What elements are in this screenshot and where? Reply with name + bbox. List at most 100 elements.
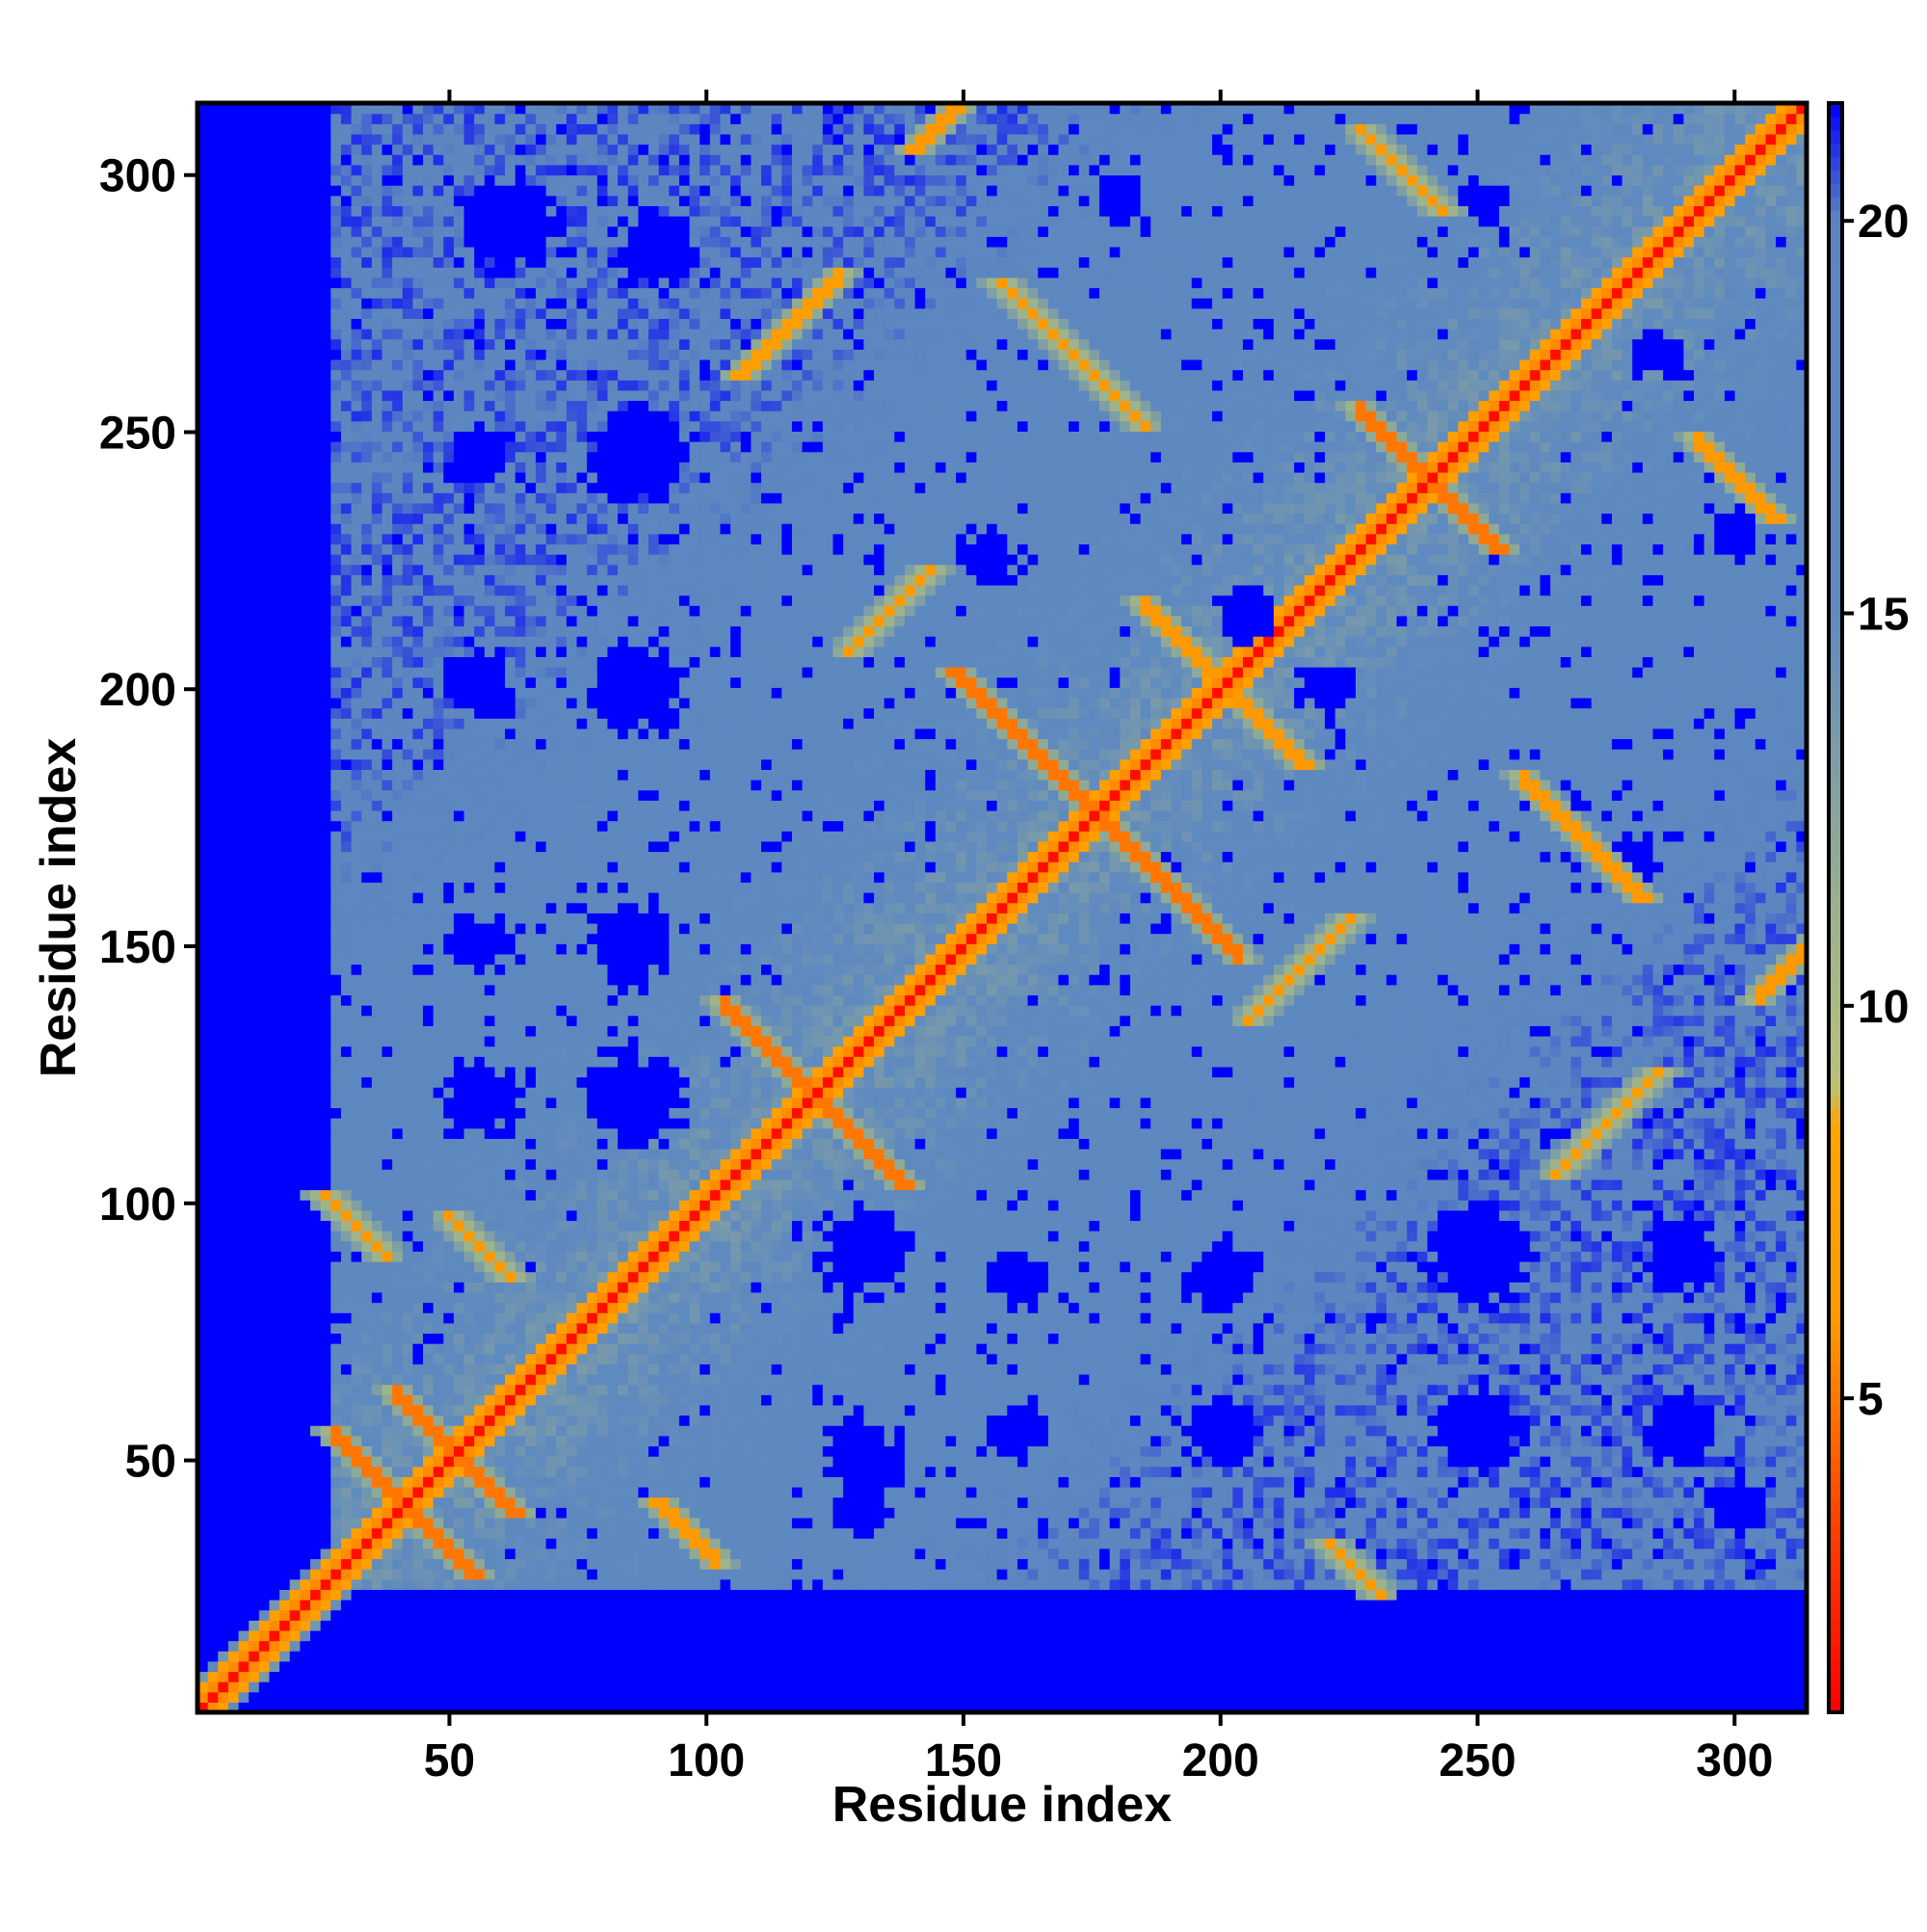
heatmap-cell — [412, 1527, 424, 1539]
heatmap-cell — [545, 1456, 557, 1468]
heatmap-cell — [1078, 1425, 1091, 1437]
heatmap-cell — [392, 1609, 404, 1621]
heatmap-cell — [433, 1507, 444, 1519]
heatmap-cell — [1314, 1671, 1326, 1682]
heatmap-cell — [1529, 1548, 1542, 1560]
heatmap-cell — [976, 1456, 988, 1468]
heatmap-cell — [965, 1466, 978, 1477]
heatmap-cell — [1438, 1589, 1449, 1601]
heatmap-cell — [371, 1384, 383, 1395]
heatmap-cell — [1120, 1671, 1131, 1682]
heatmap-cell — [1253, 1558, 1264, 1570]
heatmap-cell — [1611, 1640, 1623, 1652]
heatmap-cell — [382, 1691, 393, 1703]
heatmap-cell — [1396, 1640, 1408, 1652]
heatmap-cell — [1642, 1538, 1654, 1549]
heatmap-cell — [751, 1394, 762, 1406]
heatmap-cell — [1560, 1394, 1571, 1406]
heatmap-cell — [1283, 1599, 1295, 1611]
heatmap-cell — [238, 1599, 250, 1611]
heatmap-cell — [956, 1558, 967, 1570]
heatmap-cell — [1069, 1435, 1080, 1447]
heatmap-cell — [1334, 1476, 1346, 1488]
heatmap-cell — [956, 1671, 967, 1682]
heatmap-cell — [976, 1527, 988, 1539]
heatmap-cell — [669, 1548, 680, 1560]
heatmap-cell — [1273, 1425, 1285, 1437]
heatmap-cell — [1622, 1681, 1633, 1693]
heatmap-cell — [566, 1640, 578, 1652]
heatmap-cell — [227, 1651, 240, 1662]
heatmap-cell — [1171, 1620, 1182, 1631]
heatmap-cell — [1591, 1435, 1602, 1447]
heatmap-cell — [1016, 1599, 1029, 1611]
heatmap-cell — [463, 1507, 475, 1519]
heatmap-cell — [515, 1394, 526, 1406]
heatmap-cell — [1447, 1435, 1459, 1447]
heatmap-cell — [1632, 1702, 1644, 1713]
heatmap-cell — [556, 1629, 568, 1642]
heatmap-cell — [669, 1660, 680, 1673]
heatmap-cell — [669, 1599, 680, 1611]
heatmap-cell — [996, 1629, 1008, 1642]
heatmap-cell — [700, 1538, 711, 1549]
heatmap-cell — [556, 1538, 568, 1549]
heatmap-cell — [1314, 1599, 1326, 1611]
heatmap-cell — [1007, 1394, 1018, 1406]
heatmap-cell — [1058, 1435, 1069, 1447]
heatmap-cell — [1498, 1569, 1511, 1580]
heatmap-cell — [832, 1558, 844, 1570]
heatmap-cell — [1150, 1609, 1162, 1621]
heatmap-cell — [1601, 1425, 1613, 1437]
heatmap-cell — [310, 1404, 322, 1416]
heatmap-cell — [1365, 1486, 1377, 1498]
heatmap-cell — [361, 1681, 373, 1693]
heatmap-cell — [1529, 1415, 1542, 1426]
heatmap-cell — [1365, 1415, 1377, 1426]
heatmap-cell — [515, 1404, 526, 1416]
heatmap-cell — [1222, 1404, 1233, 1416]
heatmap-cell — [1478, 1691, 1490, 1703]
heatmap-cell — [1734, 1486, 1746, 1498]
heatmap-cell — [1509, 1527, 1520, 1539]
heatmap-cell — [884, 1466, 895, 1477]
heatmap-cell — [1427, 1599, 1439, 1611]
heatmap-cell — [1622, 1517, 1633, 1529]
heatmap-cell — [453, 1507, 465, 1519]
heatmap-cell — [1263, 1404, 1275, 1416]
heatmap-cell — [453, 1702, 465, 1713]
heatmap-cell — [1191, 1456, 1203, 1468]
heatmap-cell — [761, 1435, 773, 1447]
heatmap-cell — [1294, 1476, 1306, 1488]
heatmap-cell — [1663, 1507, 1675, 1519]
heatmap-cell — [771, 1466, 782, 1477]
heatmap-cell — [1571, 1404, 1582, 1416]
heatmap-cell — [914, 1589, 926, 1601]
heatmap-cell — [320, 1445, 331, 1457]
heatmap-cell — [1089, 1394, 1100, 1406]
heatmap-cell — [812, 1466, 824, 1477]
heatmap-cell — [1376, 1466, 1387, 1477]
heatmap-cell — [1191, 1538, 1203, 1549]
heatmap-cell — [1047, 1507, 1060, 1519]
heatmap-cell — [289, 1640, 301, 1652]
heatmap-cell — [515, 1476, 526, 1488]
heatmap-cell — [269, 1578, 280, 1590]
heatmap-cell — [1571, 1435, 1582, 1447]
heatmap-cell — [1734, 1445, 1746, 1457]
heatmap-cell — [843, 1629, 855, 1642]
heatmap-cell — [771, 1394, 782, 1406]
heatmap-cell — [874, 1578, 885, 1590]
heatmap-cell — [361, 1578, 373, 1590]
heatmap-cell — [474, 1609, 486, 1621]
heatmap-cell — [874, 1660, 885, 1673]
heatmap-cell — [1693, 1425, 1705, 1437]
heatmap-cell — [1447, 1691, 1459, 1703]
heatmap-cell — [1325, 1651, 1336, 1662]
heatmap-cell — [791, 1538, 804, 1549]
heatmap-cell — [904, 1620, 916, 1631]
heatmap-cell — [1007, 1691, 1018, 1703]
heatmap-cell — [545, 1609, 557, 1621]
heatmap-cell — [515, 1691, 526, 1703]
heatmap-cell — [996, 1589, 1008, 1601]
